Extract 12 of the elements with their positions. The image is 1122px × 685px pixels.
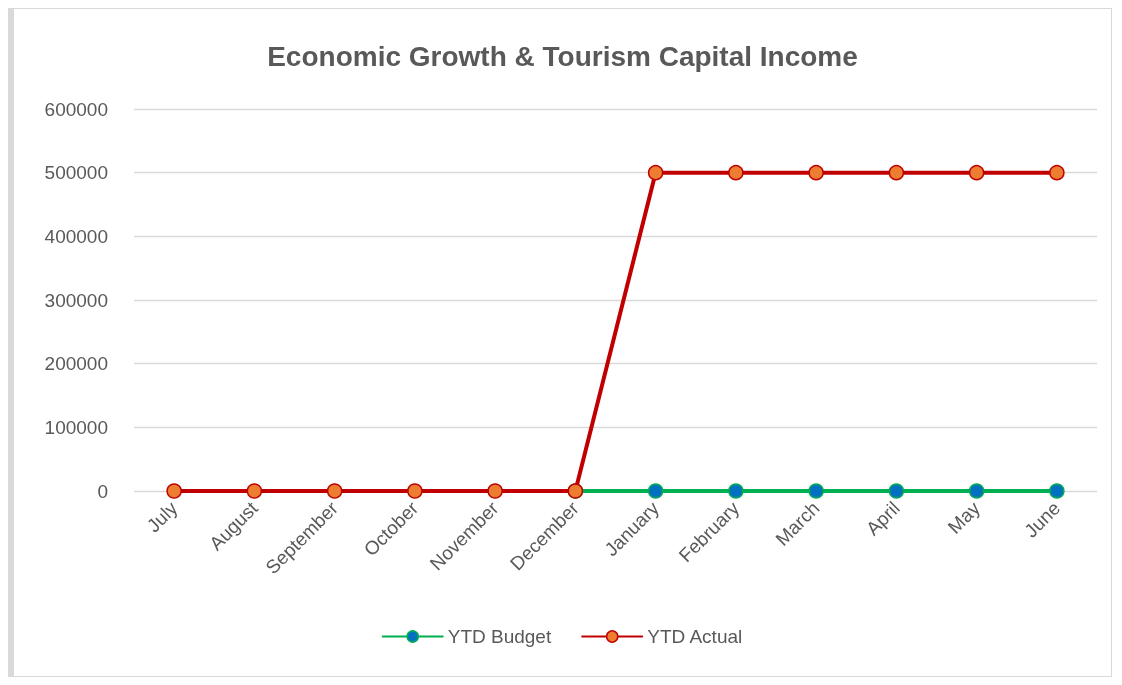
chart-title: Economic Growth & Tourism Capital Income: [267, 40, 858, 72]
y-tick-label: 500000: [44, 162, 108, 184]
x-tick-label: May: [943, 497, 985, 538]
y-tick-label: 100000: [44, 416, 108, 438]
y-tick-label: 600000: [44, 98, 108, 120]
legend-label: YTD Actual: [647, 626, 743, 647]
x-tick-label: July: [142, 497, 182, 537]
y-tick-label: 300000: [44, 289, 108, 311]
y-tick-label: 400000: [44, 225, 108, 247]
y-tick-label: 200000: [44, 353, 108, 375]
y-tick-label: 0: [97, 480, 108, 502]
legend-label: YTD Budget: [447, 626, 552, 647]
